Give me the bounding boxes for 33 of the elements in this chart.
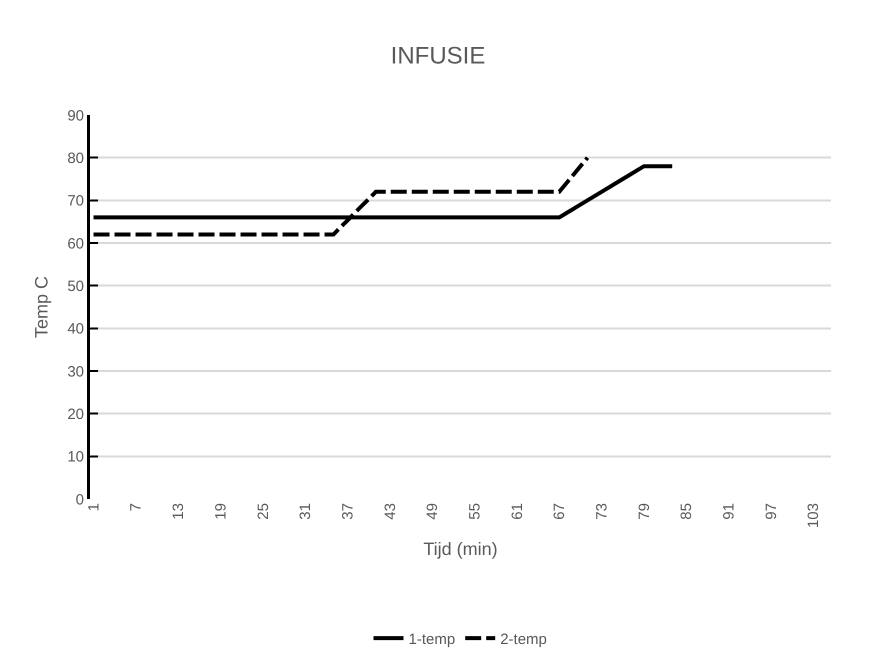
x-tick-label: 97 (762, 503, 780, 520)
y-tick-label: 40 (67, 320, 84, 338)
x-tick-label: 25 (254, 503, 272, 520)
x-tick-label: 85 (678, 503, 696, 520)
x-tick-label: 1 (85, 503, 102, 512)
x-tick-label: 79 (636, 503, 653, 520)
y-tick-label: 70 (67, 192, 84, 210)
x-tick-label: 37 (339, 503, 356, 520)
x-tick-label: 13 (170, 503, 188, 520)
x-tick-label: 31 (297, 503, 314, 520)
x-tick-label: 67 (551, 503, 568, 520)
x-tick-label: 19 (212, 503, 230, 520)
legend-label: 2-temp (500, 630, 547, 648)
x-tick-label: 55 (466, 503, 484, 520)
y-axis-title: Temp C (32, 276, 52, 338)
x-tick-label: 103 (805, 503, 822, 528)
x-axis-title: Tijd (min) (423, 539, 498, 560)
x-tick-label: 43 (382, 503, 399, 520)
y-tick-label: 0 (76, 491, 84, 508)
legend-label: 1-temp (408, 630, 456, 648)
x-tick-label: 7 (128, 503, 145, 512)
y-tick-label: 50 (67, 278, 84, 295)
x-tick-label: 91 (720, 503, 738, 520)
x-tick-label: 61 (508, 503, 526, 520)
x-tick-label: 73 (594, 503, 611, 520)
y-tick-label: 30 (67, 363, 84, 380)
y-tick-label: 90 (67, 107, 84, 124)
y-tick-label: 80 (67, 150, 84, 167)
y-tick-label: 20 (67, 406, 84, 423)
chart-title: INFUSIE (390, 42, 486, 70)
x-tick-label: 49 (424, 503, 442, 520)
y-tick-label: 10 (67, 448, 84, 466)
y-tick-label: 60 (67, 235, 84, 252)
